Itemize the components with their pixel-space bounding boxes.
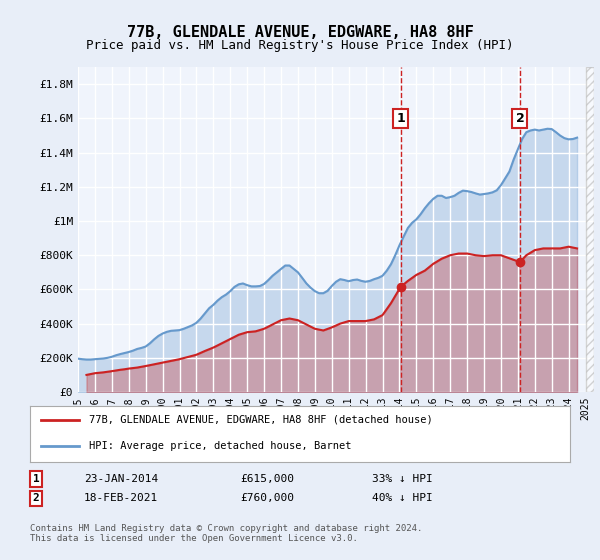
Text: Contains HM Land Registry data © Crown copyright and database right 2024.
This d: Contains HM Land Registry data © Crown c… xyxy=(30,524,422,543)
Text: 23-JAN-2014: 23-JAN-2014 xyxy=(84,474,158,484)
Text: £615,000: £615,000 xyxy=(240,474,294,484)
Text: 2: 2 xyxy=(515,112,524,125)
Text: 18-FEB-2021: 18-FEB-2021 xyxy=(84,493,158,503)
Text: 1: 1 xyxy=(396,112,405,125)
Text: 77B, GLENDALE AVENUE, EDGWARE, HA8 8HF: 77B, GLENDALE AVENUE, EDGWARE, HA8 8HF xyxy=(127,25,473,40)
Text: £760,000: £760,000 xyxy=(240,493,294,503)
Text: 33% ↓ HPI: 33% ↓ HPI xyxy=(372,474,433,484)
Text: 77B, GLENDALE AVENUE, EDGWARE, HA8 8HF (detached house): 77B, GLENDALE AVENUE, EDGWARE, HA8 8HF (… xyxy=(89,415,433,425)
Text: HPI: Average price, detached house, Barnet: HPI: Average price, detached house, Barn… xyxy=(89,441,352,451)
Text: 40% ↓ HPI: 40% ↓ HPI xyxy=(372,493,433,503)
Text: 1: 1 xyxy=(32,474,40,484)
Text: 2: 2 xyxy=(32,493,40,503)
Text: Price paid vs. HM Land Registry's House Price Index (HPI): Price paid vs. HM Land Registry's House … xyxy=(86,39,514,52)
